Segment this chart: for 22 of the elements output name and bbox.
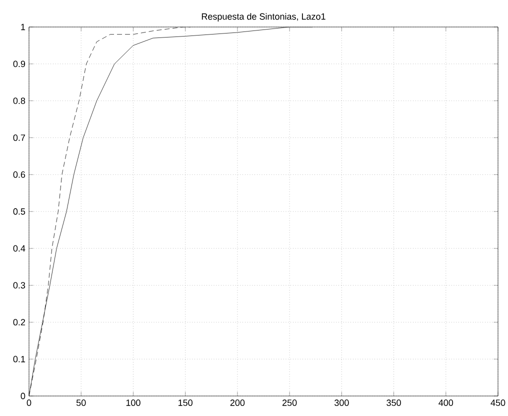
x-tick-label: 200 [230,400,245,406]
y-tick-label: 0.1 [13,356,26,362]
x-tick-label: 300 [334,400,349,406]
y-tick-label: 1 [21,24,26,30]
x-tick-label: 0 [26,400,32,406]
y-tick-label: 0.4 [13,245,26,252]
chart-title: Respuesta de Sintonias, Lazo1 [202,13,326,22]
y-tick-label: 0.5 [13,208,26,215]
y-tick-label: 0.8 [13,98,26,104]
x-tick-label: 250 [282,400,297,406]
y-tick-label: 0.9 [13,60,26,68]
x-tick-label: 150 [178,400,192,406]
x-tick-label: 50 [76,400,86,406]
x-tick-label: 350 [386,400,401,406]
x-tick-label: 400 [438,400,454,406]
y-tick-label: 0 [20,392,26,400]
x-tick-label: 100 [126,400,140,406]
x-tick-label: 450 [490,400,506,406]
y-tick-label: 0.2 [13,319,26,326]
y-tick-label: 0.7 [13,134,26,141]
y-tick-label: 0.6 [13,171,26,178]
y-tick-label: 0.3 [13,282,26,288]
